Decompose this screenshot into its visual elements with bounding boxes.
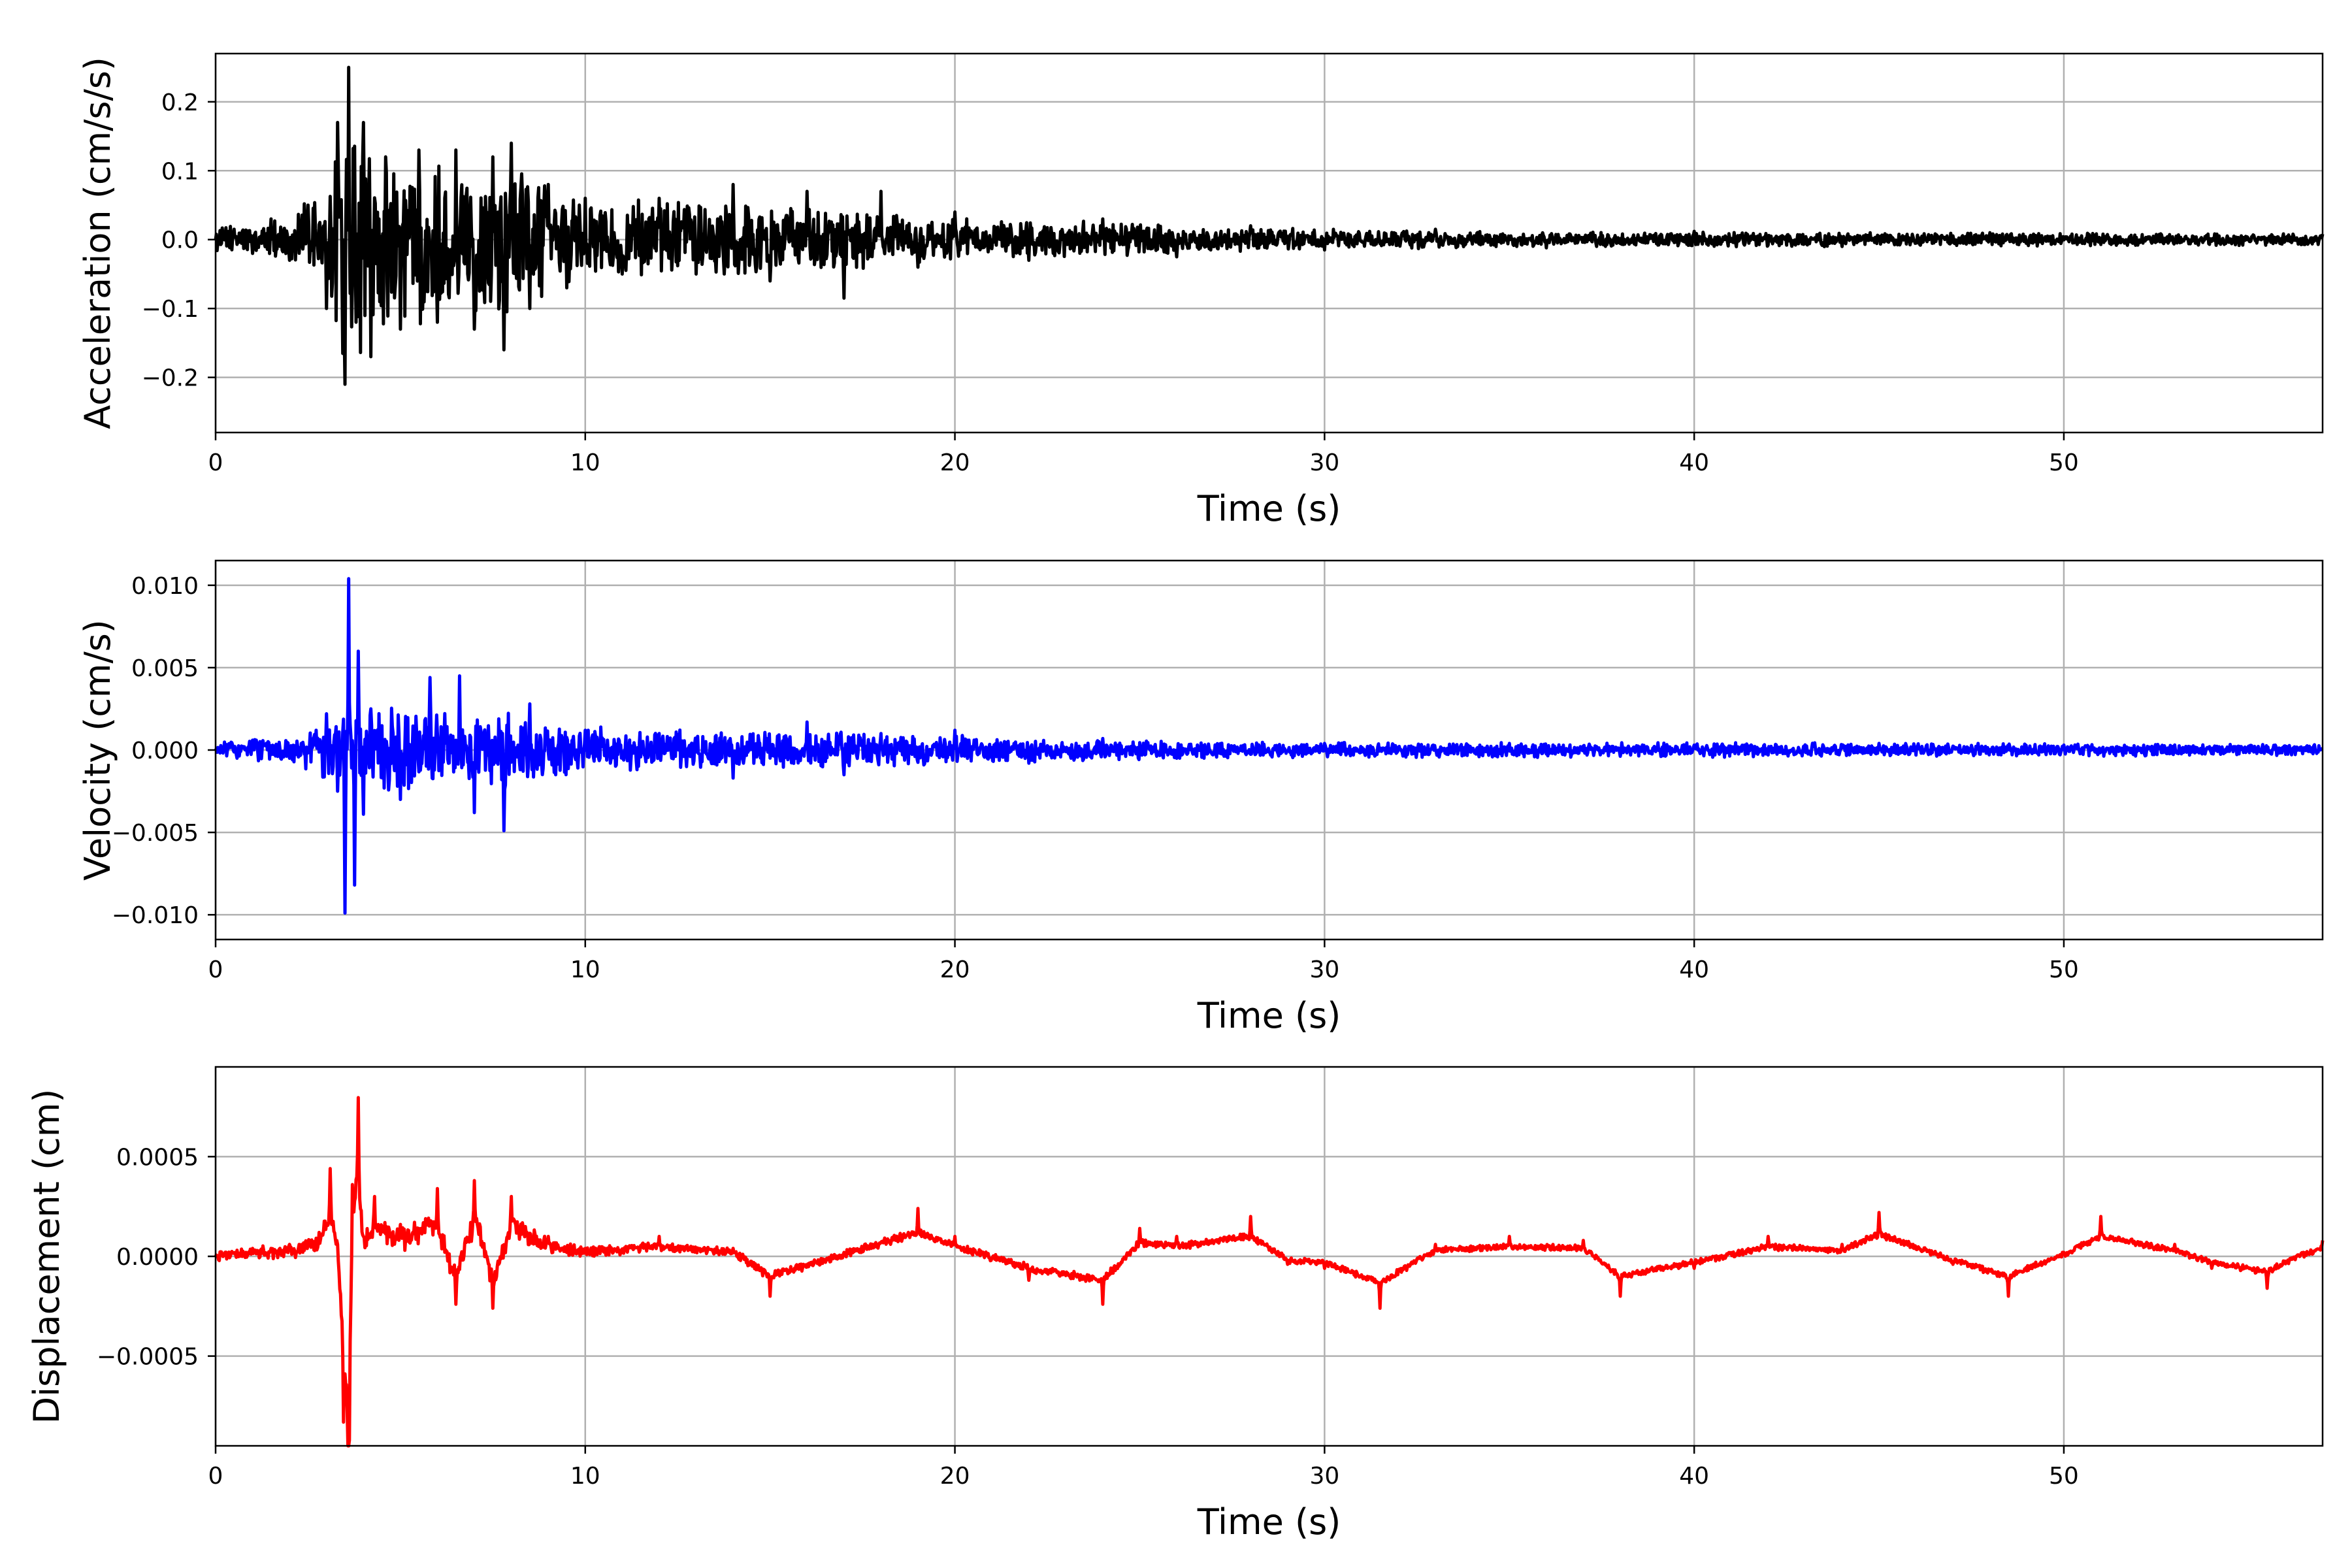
x-tick-label: 40 [1679, 956, 1709, 983]
y-tick-label: 0.2 [161, 90, 199, 116]
y-tick-label: −0.010 [112, 902, 199, 929]
series-line [214, 1096, 2325, 1448]
panel-2: 0 10 20 30 40 50 −0.010 −0.005 0.000 0.005 0.010 Ti… [77, 559, 2324, 1036]
y-axis-label: Displacement (cm) [26, 1089, 67, 1424]
x-tick-label: 20 [940, 956, 970, 983]
x-tick-label: 0 [208, 956, 223, 983]
x-axis-label: Time (s) [1197, 1501, 1341, 1543]
x-tick-label: 10 [570, 1463, 600, 1490]
y-axis-label: Velocity (cm/s) [77, 619, 118, 881]
x-axis-label: Time (s) [1197, 995, 1341, 1036]
y-tick-label: 0.1 [161, 158, 199, 185]
y-axis-label: Acceleration (cm/s/s) [77, 57, 118, 429]
x-tick-label: 0 [208, 1463, 223, 1490]
x-axis-label: Time (s) [1197, 488, 1341, 529]
y-tick-label: 0.005 [131, 655, 199, 682]
x-tick-label: 30 [1309, 1463, 1339, 1490]
x-tick-label: 40 [1679, 1463, 1709, 1490]
y-tick-label: −0.005 [112, 820, 199, 847]
y-tick-label: 0.000 [131, 738, 199, 764]
x-tick-label: 30 [1309, 449, 1339, 476]
panel-1: 0 10 20 30 40 50 −0.2 −0.1 0.0 0.1 0.2 Time (s) Acce… [77, 52, 2325, 529]
x-tick-label: 20 [940, 449, 970, 476]
y-tick-label: 0.0 [161, 227, 199, 254]
panel-3: 0 10 20 30 40 50 −0.0005 0.0000 0.0005 Time (s) Di… [26, 1066, 2325, 1543]
x-tick-label: 10 [570, 449, 600, 476]
x-tick-label: 10 [570, 956, 600, 983]
series-line [214, 65, 2325, 386]
y-tick-label: −0.1 [142, 296, 199, 323]
y-tick-label: −0.2 [142, 365, 199, 392]
y-tick-label: 0.0005 [116, 1144, 199, 1171]
x-tick-label: 30 [1309, 956, 1339, 983]
x-tick-label: 20 [940, 1463, 970, 1490]
y-tick-label: 0.0000 [116, 1244, 199, 1271]
series-line [214, 577, 2324, 915]
y-tick-label: 0.010 [131, 573, 199, 600]
axes-frame [214, 52, 2324, 434]
x-tick-label: 40 [1679, 449, 1709, 476]
x-tick-label: 50 [2049, 1463, 2079, 1490]
x-tick-label: 0 [208, 449, 223, 476]
y-tick-label: −0.0005 [97, 1344, 199, 1371]
x-tick-label: 50 [2049, 956, 2079, 983]
x-tick-label: 50 [2049, 449, 2079, 476]
